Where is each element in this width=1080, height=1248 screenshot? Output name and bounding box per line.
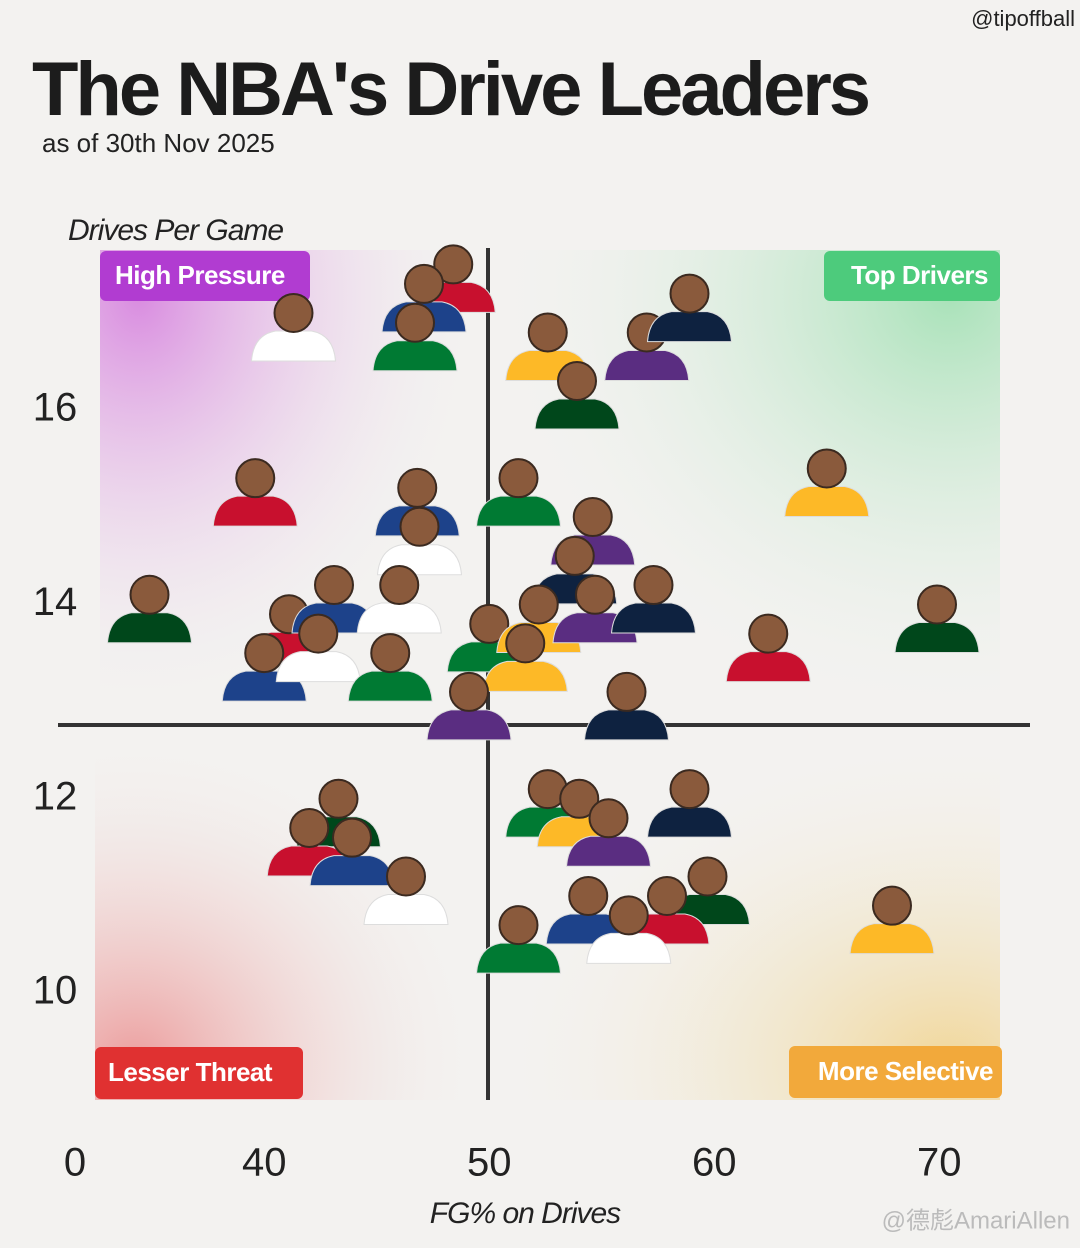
quadrant-label: Lesser Threat [108, 1057, 273, 1087]
player-head [505, 623, 546, 664]
player-head [606, 671, 647, 712]
player-head [647, 875, 687, 916]
player-head [559, 778, 600, 819]
jersey [275, 651, 361, 683]
player-head [332, 817, 372, 858]
player-head [289, 807, 330, 848]
jersey [106, 612, 193, 644]
player-head [298, 613, 339, 654]
player-head [917, 584, 957, 625]
player-head [608, 895, 649, 936]
player-head [572, 497, 613, 538]
player-head [386, 856, 426, 897]
player-head [518, 584, 559, 625]
player-head [395, 302, 435, 343]
quadrant-badge [824, 251, 1000, 301]
jersey [646, 806, 733, 838]
y-tick-label: 14 [33, 580, 78, 624]
player-head [469, 603, 510, 644]
player-head [449, 671, 489, 712]
x-axis-label: FG% on Drives [430, 1197, 621, 1230]
y-axis-label: Drives Per Game [68, 214, 283, 247]
jersey [475, 495, 562, 527]
player-head [554, 535, 595, 576]
x-tick-label: 60 [692, 1141, 737, 1185]
jersey [583, 709, 670, 741]
jersey [250, 330, 337, 362]
player-head [379, 565, 420, 606]
player-head [806, 448, 847, 489]
player-head [557, 361, 597, 402]
watermark: @德彪AmariAllen [882, 1207, 1070, 1234]
jersey [849, 923, 935, 955]
y-tick-label: 12 [33, 774, 78, 818]
player-head [129, 574, 170, 615]
jersey [482, 660, 568, 692]
jersey [372, 340, 458, 372]
player-head [397, 467, 438, 508]
player-head [404, 263, 444, 304]
x-tick-label: 70 [917, 1141, 962, 1185]
jersey [212, 495, 298, 527]
jersey [309, 855, 395, 887]
quadrant-badge [95, 1047, 303, 1099]
player-head [498, 905, 539, 946]
player-head [399, 506, 440, 547]
jersey [725, 651, 811, 683]
quadrant-label: Top Drivers [851, 260, 988, 290]
player-head [568, 875, 609, 916]
source: @tipoffball [971, 6, 1075, 31]
y-tick-label: 16 [33, 386, 78, 430]
player-head [748, 613, 789, 654]
x-tick-label: 50 [467, 1141, 512, 1185]
player-head [588, 798, 629, 839]
player-head [318, 778, 359, 819]
player-head [273, 293, 314, 334]
quadrant-label: More Selective [818, 1056, 993, 1086]
player-head [498, 458, 539, 499]
jersey [646, 311, 733, 343]
jersey [534, 398, 620, 430]
player-head [235, 458, 276, 499]
jersey [363, 894, 449, 926]
player-head [687, 856, 728, 897]
jersey [475, 942, 562, 974]
jersey [604, 349, 690, 381]
jersey [426, 709, 512, 741]
player-head [244, 633, 285, 674]
jersey [610, 602, 697, 634]
player-head [433, 244, 474, 285]
chart-title: The NBA's Drive Leaders [32, 47, 869, 132]
player-head [633, 565, 674, 606]
player-head [314, 565, 354, 606]
player-head [575, 574, 615, 615]
x-tick-label: 40 [242, 1141, 287, 1185]
quadrant-badge [100, 251, 310, 301]
x-axis-origin-label: 0 [64, 1141, 86, 1185]
chart-subtitle: as of 30th Nov 2025 [42, 128, 275, 158]
jersey [356, 602, 442, 634]
player-head [872, 885, 912, 926]
jersey [784, 485, 870, 517]
jersey [894, 621, 980, 653]
player-head [669, 273, 710, 314]
quadrant-badge [789, 1046, 1002, 1098]
jersey [347, 670, 433, 702]
player-head [669, 769, 710, 810]
y-tick-label: 10 [33, 969, 78, 1013]
jersey [565, 835, 652, 867]
player-head [370, 633, 411, 674]
player-head [527, 312, 568, 353]
quadrant-label: High Pressure [115, 260, 285, 290]
jersey [586, 932, 672, 964]
